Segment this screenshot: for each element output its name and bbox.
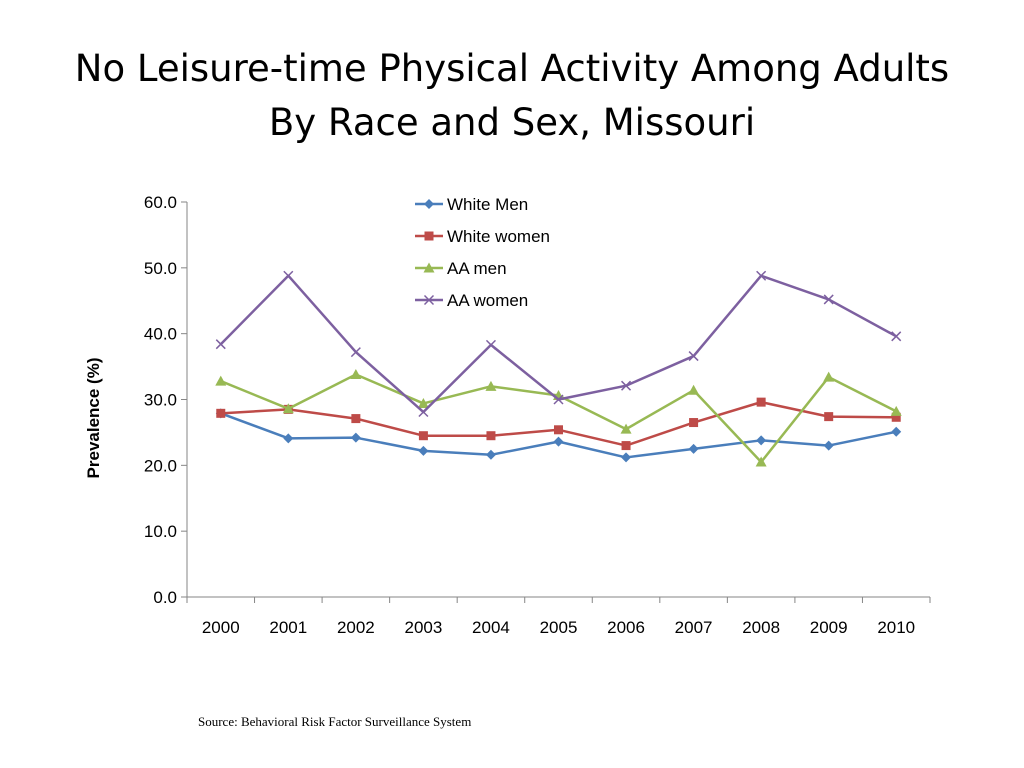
legend-marker-aa-men bbox=[423, 262, 435, 273]
x-tick-label: 2002 bbox=[337, 618, 375, 637]
legend-label-aa-women: AA women bbox=[447, 291, 528, 310]
data-point-white-men bbox=[688, 443, 699, 454]
data-point-white-men bbox=[350, 432, 361, 443]
y-axis-label: Prevalence (%) bbox=[84, 358, 103, 479]
data-point-white-women bbox=[351, 414, 361, 424]
data-point-white-men bbox=[418, 445, 429, 456]
x-tick-label: 2000 bbox=[202, 618, 240, 637]
title-line-1: No Leisure-time Physical Activity Among … bbox=[74, 47, 950, 90]
legend-label-aa-men: AA men bbox=[447, 259, 507, 278]
x-tick-label: 2003 bbox=[404, 618, 442, 637]
data-point-aa-men bbox=[620, 423, 632, 434]
data-point-white-men bbox=[891, 426, 902, 437]
y-tick-label: 30.0 bbox=[144, 391, 177, 410]
data-point-white-men bbox=[283, 433, 294, 444]
data-point-aa-women bbox=[891, 331, 902, 342]
data-point-aa-men bbox=[282, 403, 294, 414]
data-point-white-women bbox=[756, 397, 766, 407]
legend-label-white-men: White Men bbox=[447, 195, 528, 214]
source-note: Source: Behavioral Risk Factor Surveilla… bbox=[198, 714, 472, 729]
x-tick-label: 2007 bbox=[675, 618, 713, 637]
legend-marker-aa-women bbox=[423, 294, 435, 306]
y-tick-label: 60.0 bbox=[144, 193, 177, 212]
data-point-aa-men bbox=[417, 397, 429, 408]
y-tick-label: 40.0 bbox=[144, 325, 177, 344]
x-tick-label: 2005 bbox=[540, 618, 578, 637]
y-tick-label: 10.0 bbox=[144, 522, 177, 541]
y-tick-label: 50.0 bbox=[144, 259, 177, 278]
data-point-aa-men bbox=[688, 384, 700, 395]
data-point-white-women bbox=[554, 425, 563, 435]
data-point-aa-men bbox=[755, 456, 767, 467]
data-point-white-women bbox=[216, 408, 226, 418]
data-point-aa-women bbox=[621, 380, 632, 391]
data-point-aa-men bbox=[485, 380, 497, 391]
data-point-aa-women bbox=[756, 270, 767, 281]
y-tick-label: 0.0 bbox=[153, 588, 177, 607]
legend-label-white-women: White women bbox=[447, 227, 550, 246]
data-point-white-men bbox=[823, 440, 834, 451]
x-tick-label: 2010 bbox=[877, 618, 915, 637]
data-point-white-men bbox=[621, 452, 632, 463]
x-tick-label: 2001 bbox=[269, 618, 307, 637]
title-line-2: By Race and Sex, Missouri bbox=[268, 101, 756, 144]
data-point-white-women bbox=[824, 412, 834, 422]
data-point-white-women bbox=[891, 412, 901, 422]
data-point-white-men bbox=[485, 449, 496, 460]
data-point-aa-women bbox=[215, 339, 226, 350]
data-point-aa-women bbox=[283, 270, 294, 281]
y-tick-label: 20.0 bbox=[144, 456, 177, 475]
data-point-white-women bbox=[486, 431, 496, 441]
data-point-aa-men bbox=[823, 371, 835, 382]
data-point-aa-women bbox=[823, 294, 834, 305]
x-tick-label: 2009 bbox=[810, 618, 848, 637]
data-point-aa-men bbox=[215, 375, 227, 386]
data-point-aa-women bbox=[418, 406, 429, 418]
series-line-aa-men bbox=[220, 373, 897, 464]
x-tick-label: 2004 bbox=[472, 618, 510, 637]
data-point-white-men bbox=[756, 435, 767, 446]
data-point-white-men bbox=[553, 436, 564, 447]
data-point-aa-women bbox=[485, 339, 496, 350]
legend-marker-white-men bbox=[424, 199, 434, 209]
data-point-white-women bbox=[689, 418, 699, 428]
data-point-white-women bbox=[418, 431, 428, 441]
legend-marker-white-women bbox=[424, 231, 434, 241]
data-point-aa-men bbox=[890, 405, 902, 416]
data-point-white-women bbox=[621, 441, 631, 451]
data-point-aa-women bbox=[350, 347, 361, 358]
data-point-aa-women bbox=[553, 394, 564, 405]
data-point-aa-women bbox=[688, 351, 699, 362]
x-tick-label: 2008 bbox=[742, 618, 780, 637]
data-point-aa-men bbox=[350, 368, 362, 379]
x-tick-label: 2006 bbox=[607, 618, 645, 637]
slide-title: No Leisure-time Physical Activity Among … bbox=[0, 42, 1024, 150]
